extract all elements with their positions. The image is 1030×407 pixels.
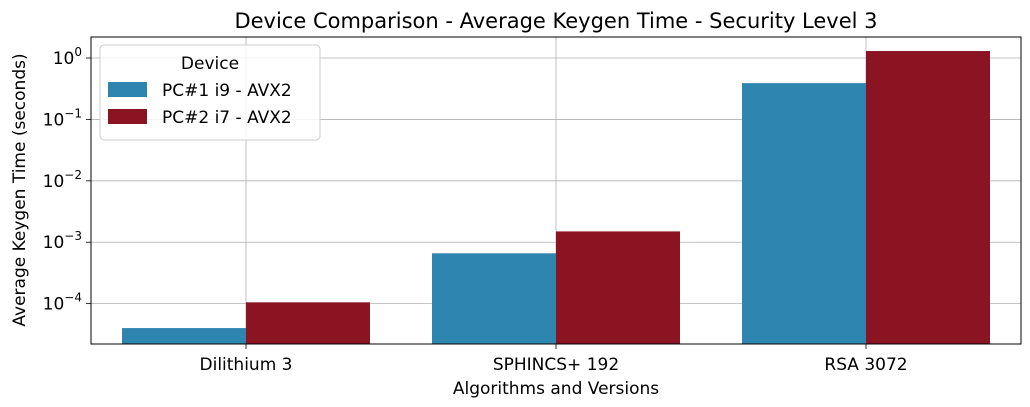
legend: Device PC#1 i9 - AVX2 PC#2 i7 - AVX2	[99, 44, 321, 141]
y-axis-label: Average Keygen Time (seconds)	[10, 53, 30, 326]
x-axis-label: Algorithms and Versions	[453, 379, 659, 399]
axis-ticks: Dilithium 3 SPHINCS+ 192 RSA 3072 10−4 10−3 1…	[43, 45, 908, 375]
bar	[556, 231, 680, 344]
bar	[866, 51, 990, 345]
legend-box	[99, 44, 321, 141]
legend-title: Device	[181, 54, 239, 74]
x-tick-label: RSA 3072	[824, 355, 907, 375]
y-tick-label: 10−3	[43, 229, 82, 253]
y-tick-label: 10−2	[43, 168, 82, 192]
y-tick-label: 10−4	[43, 291, 82, 315]
y-tick-label: 100	[53, 45, 82, 69]
x-tick-label: Dilithium 3	[200, 355, 293, 375]
x-tick-label: SPHINCS+ 192	[493, 355, 619, 375]
bar	[246, 302, 370, 344]
legend-swatch	[108, 82, 147, 97]
bar	[432, 253, 556, 344]
legend-label: PC#2 i7 - AVX2	[162, 108, 292, 128]
legend-swatch	[108, 109, 147, 124]
chart-title: Device Comparison - Average Keygen Time …	[234, 9, 877, 33]
bar	[122, 328, 246, 344]
bar	[742, 83, 866, 344]
y-tick-label: 10−1	[43, 106, 82, 130]
bars	[122, 51, 990, 345]
legend-label: PC#1 i9 - AVX2	[162, 81, 292, 101]
